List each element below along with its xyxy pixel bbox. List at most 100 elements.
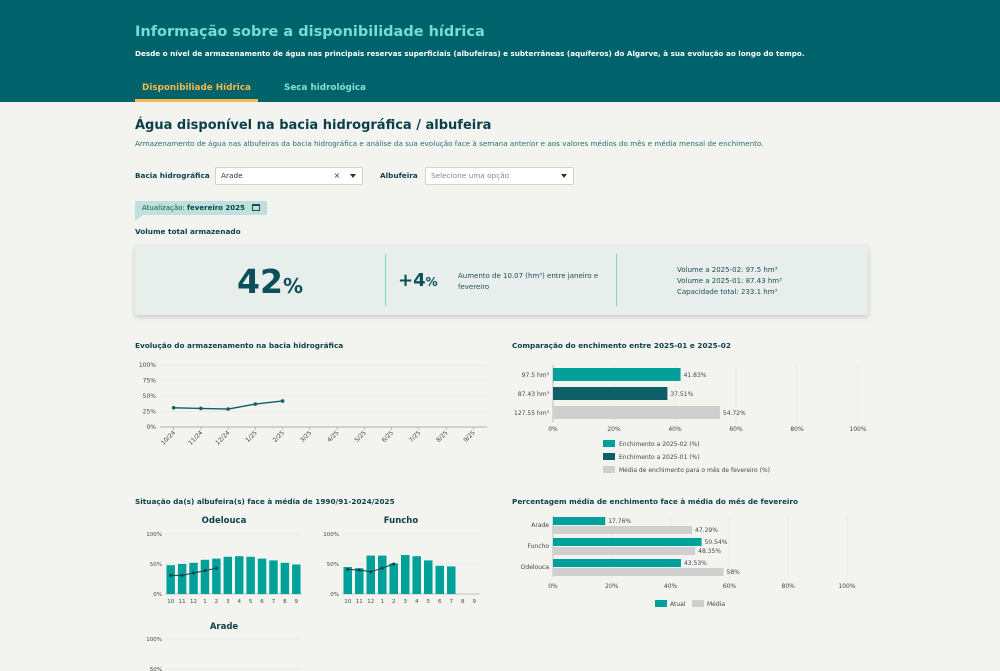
bar	[389, 563, 398, 594]
bar	[378, 555, 387, 594]
data-point	[369, 570, 373, 574]
x-tick-label: 20%	[607, 426, 621, 433]
y-category-label: Odelouca	[521, 564, 550, 571]
section-subtitle: Armazenamento de água nas albufeiras da …	[135, 139, 764, 148]
bar-value-label: 54.72%	[723, 410, 746, 417]
x-tick-label: 9	[473, 599, 477, 605]
bar	[223, 556, 232, 594]
y-tick-label: 0%	[146, 424, 156, 431]
data-point	[199, 406, 203, 411]
x-tick-label: 11	[179, 599, 186, 605]
data-point	[192, 571, 196, 575]
data-point	[214, 566, 218, 570]
panel-title-funcho: Funcho	[383, 516, 419, 526]
section-title: Água disponível na bacia hidrográfica / …	[135, 118, 492, 133]
x-tick-label: 2	[392, 599, 396, 605]
bar	[447, 566, 456, 594]
bar	[189, 562, 198, 594]
y-tick-label: 50%	[327, 562, 339, 568]
calendar-icon[interactable]	[252, 204, 261, 211]
x-tick-label: 6/25	[381, 429, 396, 444]
y-tick-label: 100%	[323, 532, 339, 538]
bar	[553, 526, 693, 534]
x-tick-label: 3/25	[299, 429, 314, 444]
y-tick-label: 50%	[150, 562, 162, 568]
header-title: Informação sobre a disponibilidade hídri…	[135, 24, 485, 40]
x-tick-label: 5	[249, 599, 253, 605]
bar	[553, 568, 724, 576]
chevron-down-icon[interactable]	[350, 174, 356, 178]
x-tick-label: 8	[283, 599, 287, 605]
bar-value-label: 37.51%	[670, 391, 693, 398]
y-category-label: 87.43 hm³	[518, 391, 550, 398]
update-value: fevereiro 2025	[187, 204, 245, 212]
x-tick-label: 4/25	[326, 429, 341, 444]
data-point	[392, 562, 396, 566]
x-tick-label: 11/24	[187, 429, 204, 446]
clear-icon[interactable]: ×	[333, 171, 340, 180]
y-tick-label: 100%	[146, 532, 162, 538]
bar	[212, 558, 221, 594]
volume-delta-text: Aumento de 10.07 (hm³) entre janeiro e f…	[458, 272, 599, 291]
volume-percentage: 42%	[237, 262, 303, 301]
x-tick-label: 3	[404, 599, 408, 605]
x-tick-label: 9/25	[462, 429, 477, 444]
chart-title-situacao: Situação da(s) albufeira(s) face à média…	[135, 497, 395, 506]
x-tick-label: 60%	[723, 583, 737, 590]
update-badge: Atualização: fevereiro 2025	[135, 201, 268, 215]
bar-value-label: 43.53%	[684, 560, 707, 567]
volume-kpi-card: 42% +4% Aumento de 10.07 (hm³) entre jan…	[135, 245, 868, 315]
legend-label: Atual	[670, 601, 686, 608]
bar	[553, 538, 702, 546]
data-point	[203, 569, 207, 573]
bar	[200, 559, 210, 594]
data-point	[169, 573, 173, 577]
x-tick-label: 7/25	[408, 429, 423, 444]
x-tick-label: 8/25	[435, 429, 450, 444]
y-category-label: Arade	[531, 522, 549, 529]
data-point	[380, 566, 384, 570]
y-category-label: Funcho	[527, 543, 549, 550]
bar-value-label: 47.29%	[695, 527, 718, 534]
series-line	[170, 567, 217, 576]
bar-value-label: 50.54%	[705, 539, 728, 546]
bar	[166, 565, 175, 594]
series-line	[347, 563, 394, 573]
bar	[553, 517, 606, 525]
bacia-selected-value: Arade	[221, 171, 243, 180]
panel-title-odelouca: Odelouca	[201, 516, 247, 526]
x-tick-label: 40%	[668, 426, 682, 433]
x-tick-label: 12/24	[214, 429, 231, 446]
volume-delta: +4%	[398, 270, 438, 291]
bar	[435, 565, 444, 594]
tab-disponibilidade-hidrica[interactable]: Disponibiliade Hídrica	[135, 80, 258, 102]
x-tick-label: 9	[295, 599, 299, 605]
data-point	[357, 568, 361, 572]
bar	[401, 555, 410, 594]
albufeira-label: Albufeira	[380, 171, 418, 180]
data-point	[346, 567, 350, 571]
x-tick-label: 7	[450, 599, 454, 605]
volume-percentage-value: 42	[237, 262, 283, 301]
legend-swatch	[603, 440, 615, 447]
panel-title-arade: Arade	[209, 622, 239, 632]
x-tick-label: 10	[344, 599, 351, 605]
x-tick-label: 20%	[605, 583, 619, 590]
tab-seca-hidrologica[interactable]: Seca hidrológica	[284, 83, 366, 93]
albufeira-select[interactable]: Selecione uma opção	[425, 167, 574, 185]
x-tick-label: 11	[356, 599, 363, 605]
bar	[280, 562, 290, 594]
bar	[177, 564, 187, 594]
x-tick-label: 5/25	[353, 429, 368, 444]
bar	[553, 387, 668, 400]
bar	[553, 547, 696, 555]
bacia-select[interactable]: Arade ×	[215, 167, 363, 185]
x-tick-label: 10/24	[160, 429, 177, 446]
bar-value-label: 41.83%	[684, 372, 707, 379]
x-tick-label: 1	[203, 599, 207, 605]
y-tick-label: 25%	[143, 409, 157, 416]
volume-percentage-unit: %	[282, 274, 303, 298]
x-tick-label: 8	[461, 599, 465, 605]
x-tick-label: 60%	[729, 426, 743, 433]
chevron-down-icon[interactable]	[561, 174, 567, 178]
